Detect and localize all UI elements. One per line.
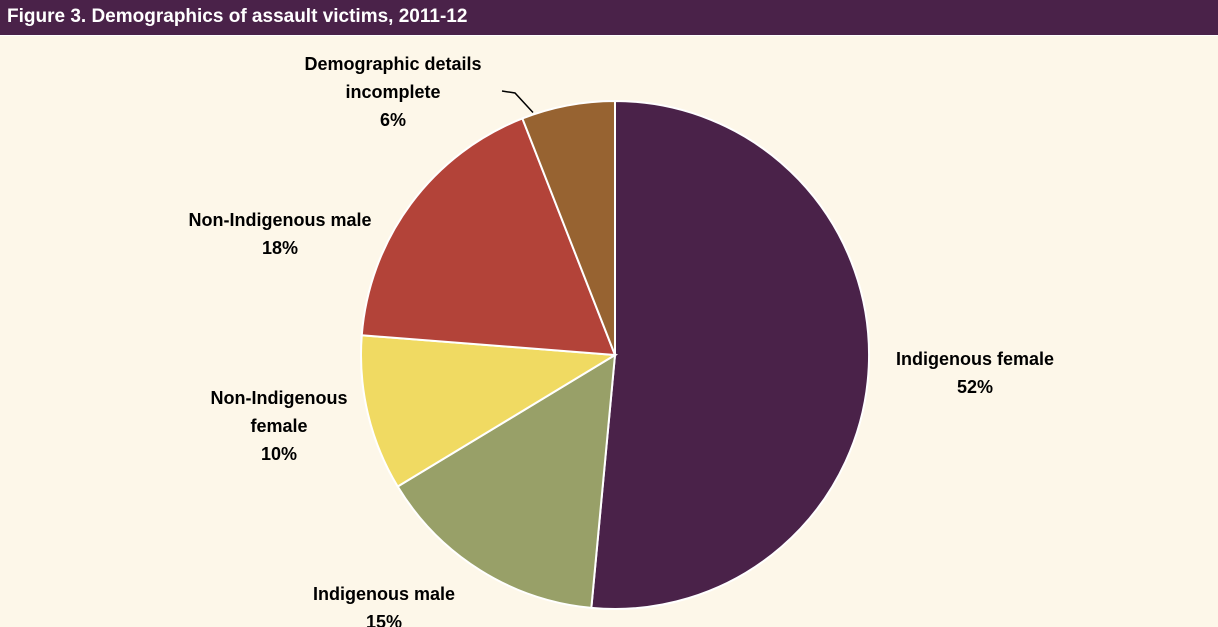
pie-slice-indigenous-male bbox=[396, 353, 617, 609]
figure-title: Figure 3. Demographics of assault victim… bbox=[7, 6, 468, 27]
slice-percent: 15% bbox=[366, 612, 402, 627]
slice-label-line: Indigenous male bbox=[313, 584, 455, 604]
slice-percent: 18% bbox=[262, 238, 298, 258]
slice-label-non-indigenous-male: Non-Indigenous male 18% bbox=[188, 210, 371, 258]
chart-area: Indigenous female 52% Indigenous male 15% No… bbox=[7, 36, 1218, 627]
leader-line-details-incomplete bbox=[501, 90, 534, 114]
pie-slice-non-indigenous-female bbox=[360, 334, 619, 488]
slice-label-indigenous-male: Indigenous male 15% bbox=[313, 584, 455, 627]
slice-label-details-incomplete: Demographic details incomplete 6% bbox=[304, 54, 481, 130]
figure-title-bar: Figure 3. Demographics of assault victim… bbox=[0, 0, 1218, 36]
pie-slice-non-indigenous-male bbox=[360, 117, 617, 357]
slice-percent: 10% bbox=[261, 444, 297, 464]
pie-slice-indigenous-female bbox=[590, 99, 871, 610]
pie-slice-details-incomplete bbox=[521, 99, 616, 356]
slice-label-line: female bbox=[250, 416, 307, 436]
slice-label-non-indigenous-female: Non-Indigenous female 10% bbox=[211, 388, 348, 464]
slice-label-line: Demographic details bbox=[304, 54, 481, 74]
slice-label-line: Indigenous female bbox=[896, 349, 1054, 369]
slice-label-indigenous-female: Indigenous female 52% bbox=[896, 349, 1054, 397]
pie-chart: Indigenous female 52% Indigenous male 15% No… bbox=[188, 54, 1054, 627]
slice-percent: 52% bbox=[957, 377, 993, 397]
slice-percent: 6% bbox=[380, 110, 406, 130]
slice-label-line: Non-Indigenous male bbox=[188, 210, 371, 230]
slice-label-line: incomplete bbox=[345, 82, 440, 102]
slice-label-line: Non-Indigenous bbox=[211, 388, 348, 408]
